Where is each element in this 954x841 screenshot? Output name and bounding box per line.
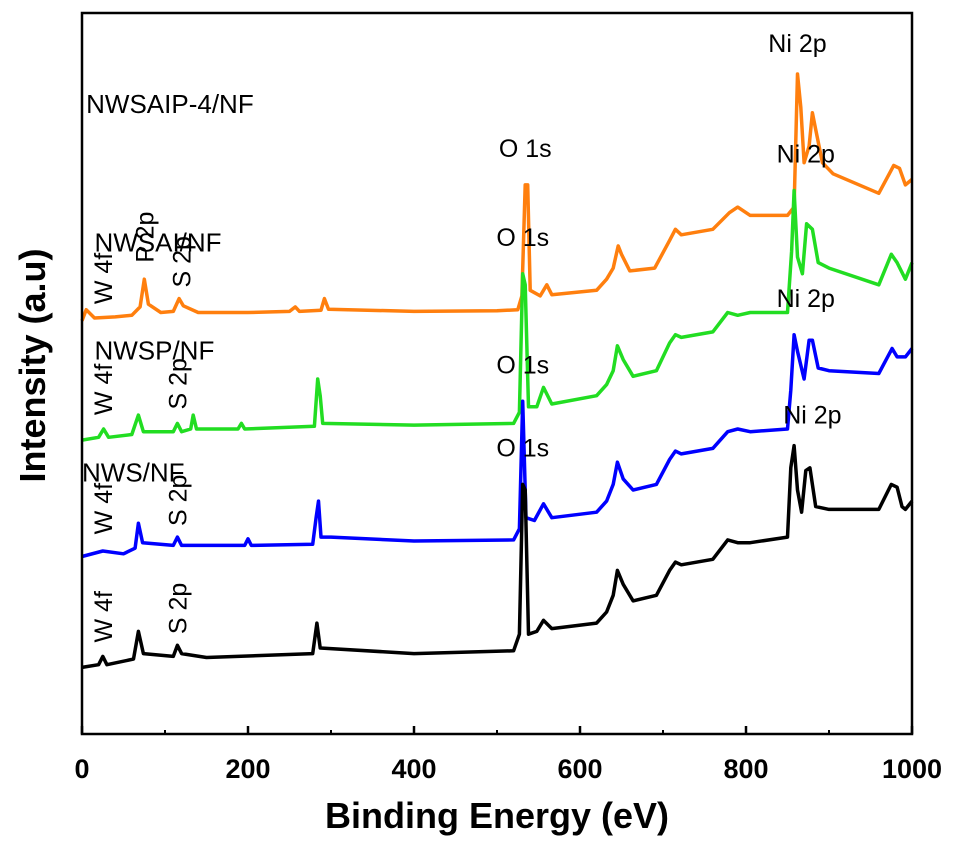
peak-annotation: O 1s (496, 352, 549, 380)
x-axis-title: Binding Energy (eV) (325, 795, 669, 836)
peak-annotation: O 1s (496, 224, 549, 252)
series-layer (80, 72, 914, 670)
series-line-nws-nf (81, 443, 914, 670)
series-line-nwsaip-4-nf (80, 72, 914, 322)
annotation-layer: Ni 2p O 1s W 4f P 2p S 2p Ni 2p O 1s W 4f S 2p Ni… (82, 30, 842, 643)
series-label: NWSP/NF (94, 336, 214, 366)
series-label: NWSAI/NF (94, 227, 221, 257)
peak-annotation: W 4f (90, 483, 118, 534)
peak-annotation: S 2p (164, 475, 192, 526)
x-tick-label: 400 (391, 754, 436, 784)
peak-annotation: W 4f (90, 253, 118, 304)
peak-annotation: S 2p (164, 583, 192, 634)
peak-annotation: W 4f (90, 364, 118, 415)
peak-annotation: Ni 2p (783, 401, 841, 429)
series-line-nwsai-nf (81, 188, 914, 442)
peak-annotation: P 2p (131, 212, 159, 263)
series-label: NWS/NF (82, 458, 185, 488)
x-tick-label: 800 (723, 754, 768, 784)
axis-layer: 0 200 400 600 800 1000 (74, 11, 942, 784)
x-tick-label: 600 (557, 754, 602, 784)
series-line-nwsp-nf (81, 332, 914, 559)
y-axis-title: Intensity (a.u) (12, 248, 53, 482)
x-tick-label: 200 (225, 754, 270, 784)
peak-annotation: W 4f (90, 591, 118, 642)
peak-annotation: Ni 2p (768, 30, 826, 58)
peak-annotation: Ni 2p (777, 141, 835, 169)
peak-annotation: Ni 2p (777, 285, 835, 313)
x-tick-label: 0 (74, 754, 89, 784)
peak-annotation: O 1s (499, 135, 552, 163)
series-label: NWSAIP-4/NF (86, 89, 254, 119)
peak-annotation: S 2p (164, 358, 192, 409)
peak-annotation: S 2p (169, 236, 197, 287)
x-tick-label: 1000 (882, 754, 942, 784)
peak-annotation: O 1s (496, 435, 549, 463)
